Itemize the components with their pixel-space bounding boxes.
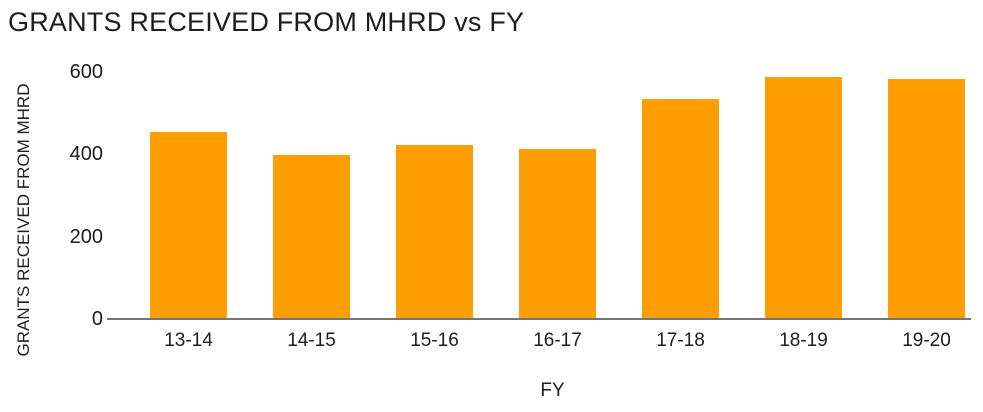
bar-slot-16-17 xyxy=(496,70,619,318)
y-axis-tick-labels: 0 200 400 600 xyxy=(0,0,103,412)
x-tick-label: 16-17 xyxy=(533,330,582,351)
bar-16-17 xyxy=(519,148,596,318)
x-tick-label: 17-18 xyxy=(656,330,705,351)
x-tick-label: 19-20 xyxy=(902,330,951,351)
bar-14-15 xyxy=(273,155,350,318)
bar-15-16 xyxy=(396,144,473,318)
bar-13-14 xyxy=(150,132,227,318)
chart-title: GRANTS RECEIVED FROM MHRD vs FY xyxy=(8,7,525,37)
bar-slot-17-18 xyxy=(619,70,742,318)
x-axis-tick-labels: 13-14 14-15 15-16 16-17 17-18 18-19 19-20 xyxy=(110,329,983,353)
x-axis-line xyxy=(107,318,971,320)
bar-slot-14-15 xyxy=(250,70,373,318)
x-tick-label: 14-15 xyxy=(287,330,336,351)
y-tick-label: 0 xyxy=(91,308,103,330)
y-tick-label: 400 xyxy=(69,143,103,165)
x-tick-label: 18-19 xyxy=(779,330,828,351)
x-tick-label: 13-14 xyxy=(164,330,213,351)
x-tick-label: 15-16 xyxy=(410,330,459,351)
bar-slot-19-20 xyxy=(865,70,983,318)
bar-slot-13-14 xyxy=(127,70,250,318)
y-tick-label: 600 xyxy=(69,60,103,83)
bar-17-18 xyxy=(642,99,719,318)
bar-slot-15-16 xyxy=(373,70,496,318)
bar-18-19 xyxy=(765,76,842,318)
bar-19-20 xyxy=(888,78,965,318)
plot-area xyxy=(110,70,983,318)
bar-slot-18-19 xyxy=(742,70,865,318)
x-axis-title: FY xyxy=(540,380,565,401)
y-tick-label: 200 xyxy=(69,225,103,248)
